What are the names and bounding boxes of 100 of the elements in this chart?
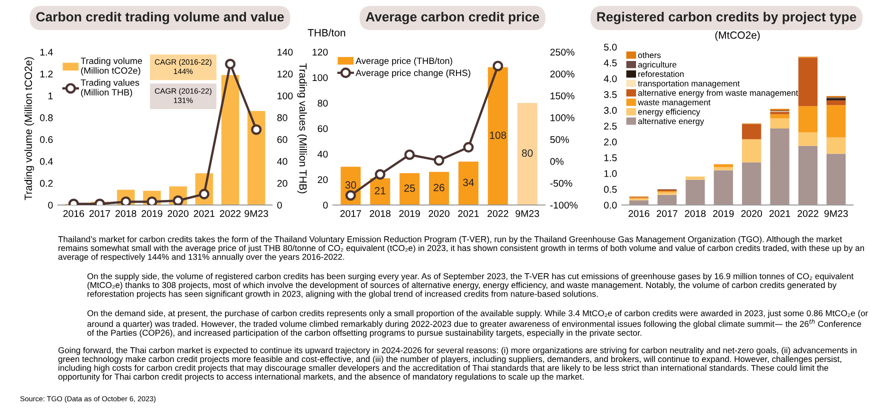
data-label: 34 [463, 178, 474, 186]
y-axis-title: THB/ton [308, 28, 346, 36]
y-tick-label: 4.0 [604, 75, 617, 82]
y-tick-label: 0.6 [40, 136, 53, 144]
text: On the demand side, at present, the purchase of carbon credits represents only a small proportion of the available supply. While 3.4 MtCO₂e of carbon credits were awarded in 2023, just some 0.86 MtCO₂e (or around a quarter) was traded. However, the traded volume climbed remarkably during 2022-2023 due to greater awareness of environmental issues following the global climate summit— the 26$^{th}$ Conference of the Parties (COP26), and increased participation of the carbon offsetting programs to pursue sustainability targets, especially in the private sector. [87, 310, 868, 338]
legend-label: Average price change (RHS) [356, 69, 470, 78]
bar [714, 170, 733, 205]
x-tick-label: 2020 [741, 210, 762, 217]
y-tick-label: 1.5 [604, 154, 617, 162]
y-tick-label: 0.4 [40, 158, 53, 165]
point [224, 58, 236, 70]
y2-tick-label: 60 [277, 136, 288, 144]
y-tick-label: 1.4 [40, 48, 53, 56]
x-tick-label: 2022 [798, 210, 818, 217]
x-tick-label: 2020 [428, 210, 450, 217]
bar [798, 106, 818, 132]
point [404, 149, 415, 160]
bar [400, 173, 420, 205]
bar [826, 105, 846, 138]
y2-tick-label: 150% [550, 92, 574, 100]
y-tick-label: 3.0 [604, 106, 617, 114]
x-tick-label: 9M23 [824, 210, 848, 217]
bar [826, 137, 846, 154]
legend-label: energy efficiency [638, 108, 700, 116]
y-tick-label: 40 [318, 150, 328, 158]
data-label: 21 [374, 187, 386, 194]
bar [742, 124, 762, 140]
text: Going forward, the Thai carbon market is expected to continue its upward trajectory in 2024-2026 for several reasons: (i) more organizations are striving for carbon neutrality and net-zero goals, (ii) advancements in green technology make carbon credit projects more feasible and cost-effective, and (iii) the number of players, including suppliers, demanders, and brokers, will continue to expand. However, challenges persist, including high costs for carbon credit projects that may discourage smaller developers and the accreditation of Thai standards that are likely to be less strict than international standards. These could limit the opportunity for Thai carbon credit projects to access international markets, and the absence of mandatory regulations to scale up the market. [58, 347, 856, 382]
bar [517, 103, 538, 205]
bar [770, 128, 790, 205]
y2-tick-label: 250% [550, 48, 574, 56]
chart-title: Carbon credit trading volume and value [36, 12, 284, 24]
legend-label: alternative energy from waste management [638, 90, 798, 98]
text: Thailand’s market for carbon credits takes the form of the Thailand Voluntary Emission Reduction Program (T-VER), run by the Thailand Greenhouse Gas Management Organization (TGO). Although the market remains somewhat small with the average price of just THB 80/tonne of CO₂ equivalent (tCO₂e) in 2023, it has shown consistent growth in terms of both volume and value of carbon credits traded, with these up by an average of respectively 144% and 131% annually over the years 2016-2022. [58, 236, 864, 262]
bar [714, 167, 733, 170]
bar [798, 132, 818, 146]
y2-tick-label: 0 [277, 202, 282, 209]
x-tick-label: 2020 [168, 210, 188, 217]
bar [770, 112, 790, 114]
x-tick-label: 2022 [220, 210, 241, 217]
bar [742, 139, 762, 162]
y-tick-label: 0 [48, 202, 53, 209]
y-tick-label: 4.5 [604, 60, 617, 66]
x-tick-label: 2018 [116, 210, 136, 217]
bar [428, 172, 450, 205]
bar [370, 178, 390, 205]
y2-tick-label: 100 [278, 92, 293, 100]
y-tick-label: 1.2 [40, 70, 53, 78]
bar [686, 180, 705, 205]
legend-label: transportation management [638, 80, 740, 88]
legend-label: Average price (THB/ton) [356, 57, 452, 66]
point [463, 142, 474, 153]
y-tick-label: 1.0 [604, 170, 617, 178]
point [492, 60, 504, 72]
bar [770, 118, 790, 129]
legend-label: waste management [638, 100, 710, 107]
y-tick-label: 120 [312, 48, 328, 56]
bar [826, 100, 846, 106]
y2-tick-label: 0% [550, 158, 564, 165]
y2-tick-label: 20 [277, 180, 288, 187]
y2-tick-label: 50% [550, 136, 569, 144]
y-tick-label: 1 [48, 92, 53, 100]
data-label: 25 [404, 184, 415, 192]
x-tick-label: 2019 [142, 210, 162, 217]
y-tick-label: 100 [312, 74, 328, 82]
y2-tick-label: 140 [278, 48, 293, 56]
data-label: 80 [522, 149, 533, 157]
legend-label: Trading volume (Million tCO2e) [80, 57, 142, 76]
chart-title: Registered carbon credits by project type [597, 12, 856, 24]
x-tick-label: 2017 [89, 210, 110, 217]
y-tick-label: 0.5 [604, 186, 617, 193]
y2-tick-label: 100% [550, 114, 574, 122]
y2-tick-label: 120 [278, 70, 293, 78]
legend-label: alternative energy [638, 118, 704, 126]
bar [714, 164, 733, 168]
data-label: 108 [490, 132, 506, 139]
bar [826, 154, 846, 205]
legend-label: Trading values (Million THB) [80, 79, 140, 98]
x-tick-label: 2017 [656, 210, 678, 217]
y2-tick-label: 40 [277, 158, 288, 165]
chart-title: Average carbon credit price [366, 12, 540, 24]
x-tick-label: 2016 [628, 210, 650, 217]
y2-tick-label: 200% [550, 70, 574, 78]
y-tick-label: 3.5 [604, 91, 617, 98]
y-tick-label: 0 [323, 202, 328, 209]
point [374, 169, 386, 180]
bar [488, 67, 508, 205]
x-tick-label: 2019 [399, 210, 420, 217]
bar [798, 146, 818, 205]
y-tick-label: 0.0 [604, 202, 617, 209]
x-tick-label: 2019 [713, 210, 734, 217]
y2-axis-title: Trading values (Million THB) [297, 63, 307, 194]
point [345, 190, 356, 201]
y2-tick-label: -100% [550, 202, 578, 209]
bar [657, 194, 677, 205]
x-tick-label: 2021 [458, 210, 479, 217]
legend-label: agriculture [638, 61, 676, 70]
y2-tick-label: -50% [550, 180, 572, 187]
bar [221, 74, 240, 205]
x-tick-label: 9M23 [516, 210, 540, 217]
